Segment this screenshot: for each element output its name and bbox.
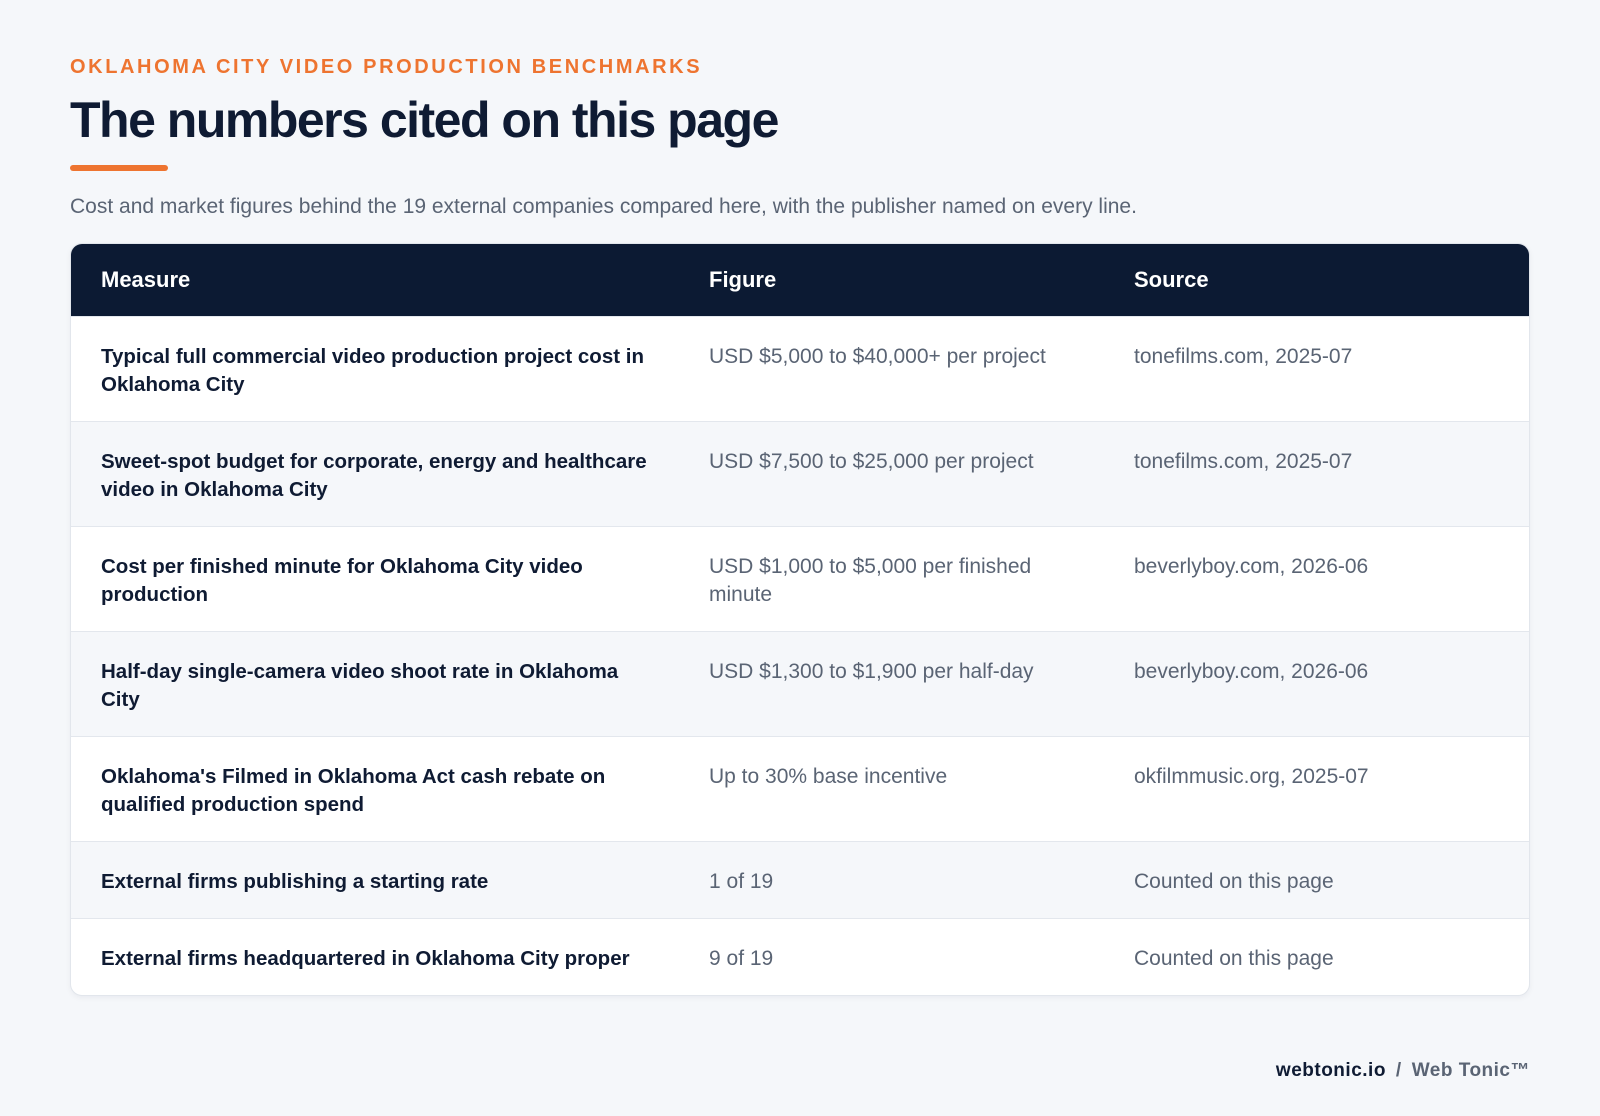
measure: Cost per finished minute for Oklahoma Ci… [71,526,679,632]
measure: Oklahoma's Filmed in Oklahoma Act cash r… [71,736,679,842]
footer-brand: Web Tonic™ [1411,1060,1530,1081]
header-row: Measure Figure Source [71,244,1529,317]
table-card: Measure Figure Source Typical full commerc… [70,243,1530,996]
footer: webtonic.io / Web Tonic™ [1276,1060,1530,1082]
column-header: Measure [71,244,679,317]
measure: External firms headquartered in Oklahoma… [71,918,679,995]
subtitle: Cost and market figures behind the 19 ex… [70,195,1137,218]
source: Counted on this page [1104,918,1529,995]
table-row: External firms publishing a starting rat… [71,841,1529,919]
eyebrow: OKLAHOMA CITY VIDEO PRODUCTION BENCHMARK… [70,56,703,78]
source: Counted on this page [1104,841,1529,919]
table-row: Sweet-spot budget for corporate, energy … [71,421,1529,527]
figure: USD $5,000 to $40,000+ per project [679,316,1104,422]
figure: 9 of 19 [679,918,1104,995]
measure: Half-day single-camera video shoot rate … [71,631,679,737]
column-header: Source [1104,244,1529,317]
source: okfilmmusic.org, 2025-07 [1104,736,1529,842]
footer-separator: / [1395,1060,1402,1081]
source: tonefilms.com, 2025-07 [1104,421,1529,527]
figure: USD $1,000 to $5,000 per finished minute [679,526,1104,632]
figure: USD $1,300 to $1,900 per half-day [679,631,1104,737]
table-row: Oklahoma's Filmed in Oklahoma Act cash r… [71,736,1529,842]
measure: Sweet-spot budget for corporate, energy … [71,421,679,527]
measure: External firms publishing a starting rat… [71,841,679,919]
accent-bar [70,165,168,171]
table-body: Typical full commercial video production… [71,316,1529,995]
table-row: Half-day single-camera video shoot rate … [71,631,1529,737]
table-row: External firms headquartered in Oklahoma… [71,918,1529,995]
source: tonefilms.com, 2025-07 [1104,316,1529,422]
table-row: Typical full commercial video production… [71,316,1529,422]
table: Measure Figure Source Typical full commerc… [71,244,1529,995]
source: beverlyboy.com, 2026-06 [1104,631,1529,737]
title: The numbers cited on this page [70,92,779,148]
figure: Up to 30% base incentive [679,736,1104,842]
source: beverlyboy.com, 2026-06 [1104,526,1529,632]
table-row: Cost per finished minute for Oklahoma Ci… [71,526,1529,632]
figure: USD $7,500 to $25,000 per project [679,421,1104,527]
measure: Typical full commercial video production… [71,316,679,422]
figure: 1 of 19 [679,841,1104,919]
column-header: Figure [679,244,1104,317]
footer-domain: webtonic.io [1275,1060,1386,1081]
